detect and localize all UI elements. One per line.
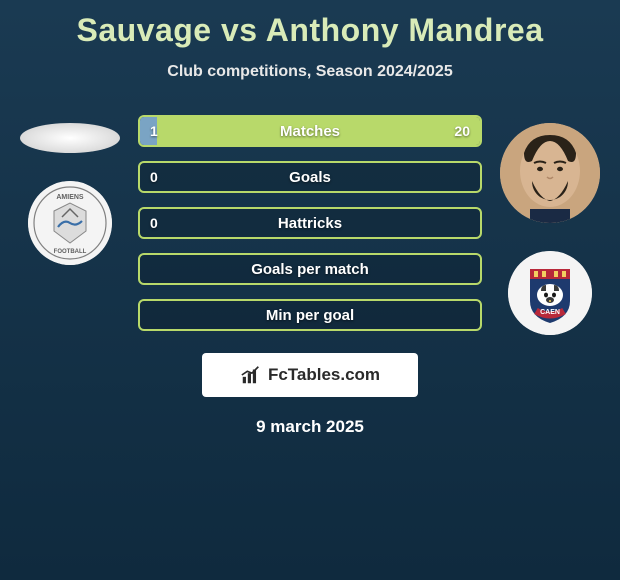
brand-text: FcTables.com — [268, 365, 380, 385]
stat-label: Goals — [140, 163, 480, 191]
player-photo-right — [500, 123, 600, 223]
stat-bar: Goals0 — [138, 161, 482, 193]
club-crest-left: AMIENS FOOTBALL — [28, 181, 112, 265]
stat-bar: Hattricks0 — [138, 207, 482, 239]
comparison-date: 9 march 2025 — [0, 417, 620, 437]
stat-bar: Matches1 20 — [138, 115, 482, 147]
svg-text:CAEN: CAEN — [540, 309, 560, 316]
stat-label: Matches — [140, 117, 480, 145]
caen-crest-icon: CAEN — [508, 251, 592, 335]
stat-value-left: 0 — [150, 163, 158, 191]
svg-text:FOOTBALL: FOOTBALL — [54, 249, 87, 255]
comparison-title: Sauvage vs Anthony Mandrea — [0, 12, 620, 49]
player-photo-left — [20, 123, 120, 153]
left-player-column: AMIENS FOOTBALL — [20, 115, 120, 265]
brand-badge: FcTables.com — [202, 353, 418, 397]
stat-label: Goals per match — [140, 255, 480, 283]
club-crest-right: CAEN — [508, 251, 592, 335]
stat-bars: Matches120Goals0Hattricks0Goals per matc… — [138, 115, 482, 331]
amiens-crest-icon: AMIENS FOOTBALL — [28, 181, 112, 265]
stat-value-left: 1 — [150, 117, 158, 145]
player-face-icon — [500, 123, 600, 223]
svg-text:AMIENS: AMIENS — [56, 194, 84, 201]
right-player-column: CAEN — [500, 115, 600, 335]
stat-label: Hattricks — [140, 209, 480, 237]
comparison-row: AMIENS FOOTBALL Matches120Goals0Hattrick… — [0, 115, 620, 335]
stat-value-right: 20 — [454, 117, 470, 145]
chart-icon — [240, 364, 262, 386]
comparison-subtitle: Club competitions, Season 2024/2025 — [0, 63, 620, 81]
stat-bar: Goals per match — [138, 253, 482, 285]
stat-label: Min per goal — [140, 301, 480, 329]
stat-value-left: 0 — [150, 209, 158, 237]
stat-bar: Min per goal — [138, 299, 482, 331]
